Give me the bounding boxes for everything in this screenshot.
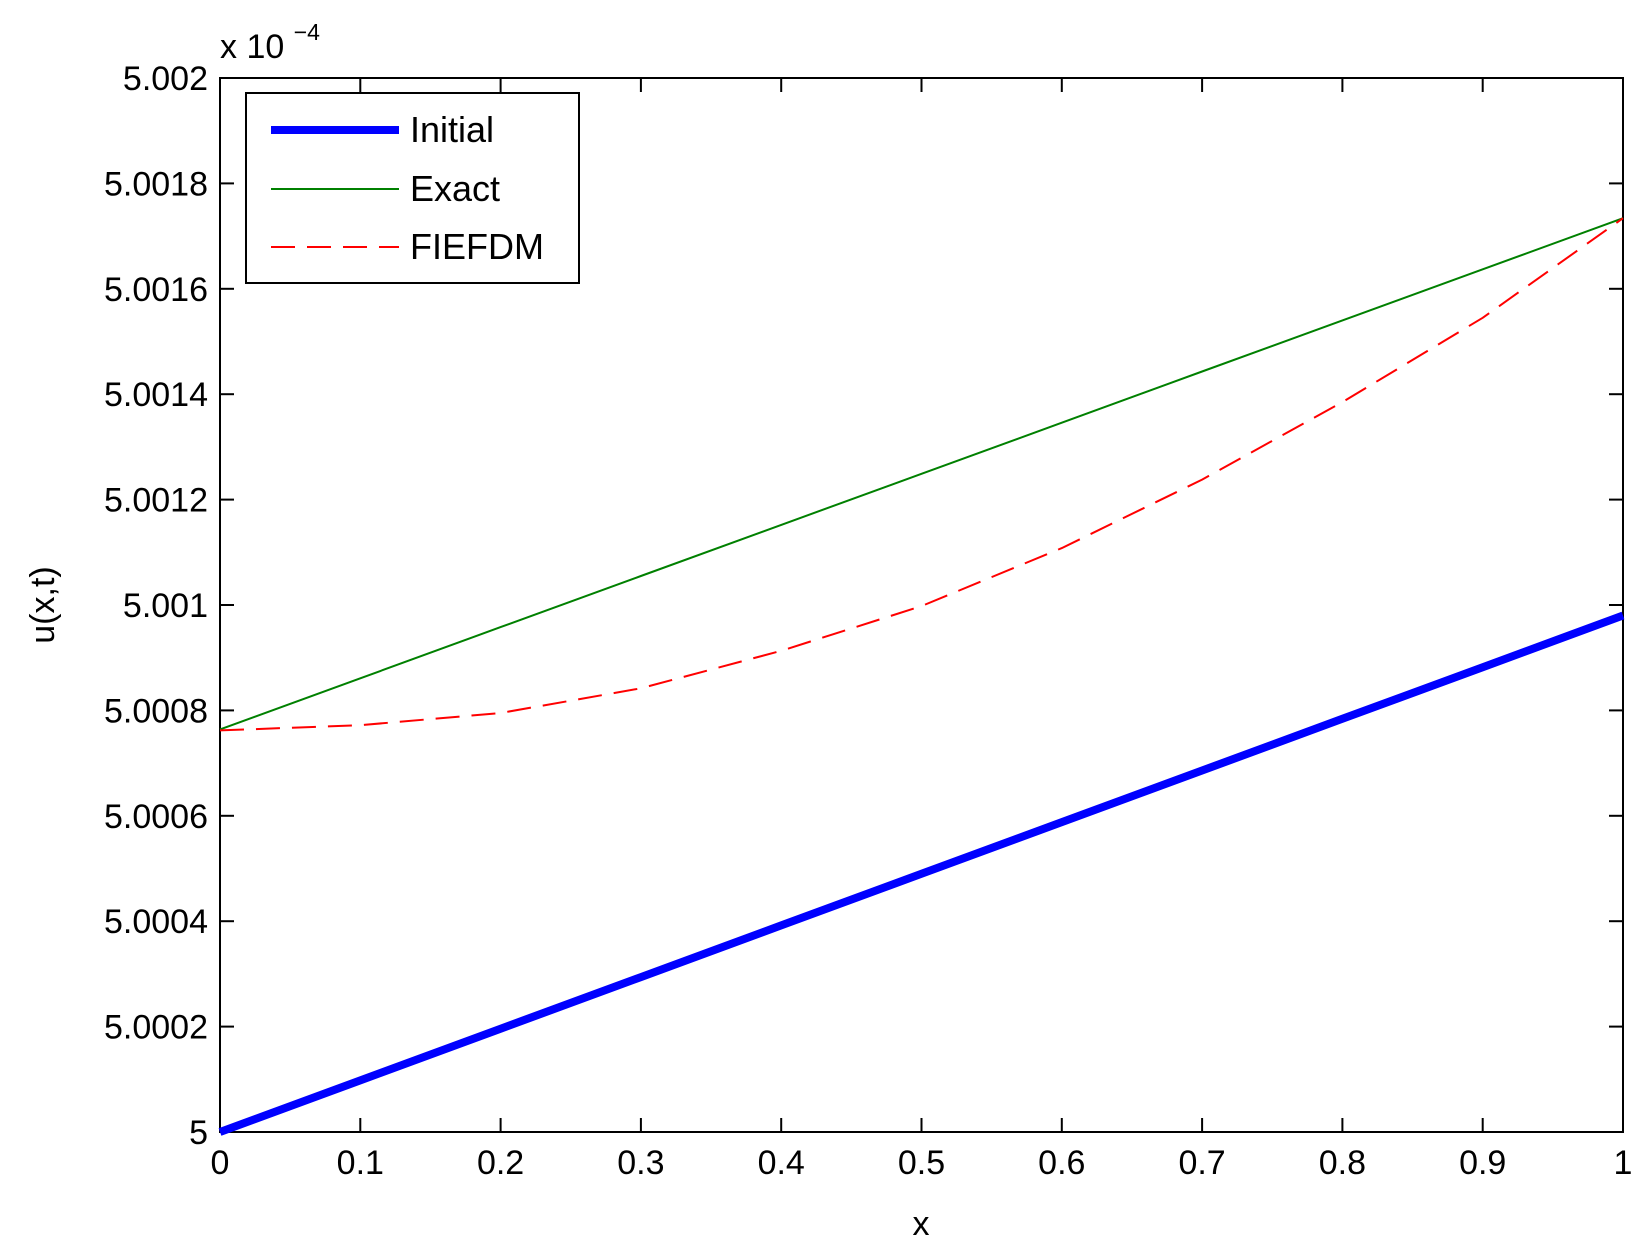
x-tick-label: 0.4 bbox=[758, 1144, 805, 1182]
legend-label-fiefdm: FIEFDM bbox=[410, 226, 544, 267]
x-tick-label: 0.2 bbox=[477, 1144, 524, 1182]
y-multiplier: x 10 −4 bbox=[220, 19, 320, 66]
x-tick-label: 0.6 bbox=[1038, 1144, 1085, 1182]
series-line-fiefdm bbox=[219, 217, 1624, 732]
legend-label-exact: Exact bbox=[410, 168, 500, 209]
x-tick-label: 0.3 bbox=[617, 1144, 664, 1182]
y-tick-label: 5.0004 bbox=[104, 903, 208, 941]
y-tick-label: 5.0012 bbox=[104, 482, 208, 520]
x-tick-label: 0 bbox=[211, 1144, 230, 1182]
y-multiplier-exponent: −4 bbox=[294, 19, 320, 45]
y-tick-label: 5.0002 bbox=[104, 1009, 208, 1047]
y-tick-label: 5.0014 bbox=[104, 376, 208, 414]
y-tick-label: 5 bbox=[189, 1114, 208, 1152]
y-tick-label: 5.001 bbox=[123, 587, 208, 625]
ticks bbox=[219, 77, 1624, 1133]
y-tick-label: 5.0006 bbox=[104, 798, 208, 836]
x-tick-label: 0.5 bbox=[898, 1144, 945, 1182]
x-tick-label: 0.9 bbox=[1459, 1144, 1506, 1182]
y-tick-label: 5.0018 bbox=[104, 165, 208, 203]
x-tick-label: 0.7 bbox=[1178, 1144, 1225, 1182]
series-line-initial bbox=[218, 611, 1625, 1136]
y-tick-label: 5.0008 bbox=[104, 692, 208, 730]
y-tick-label: 5.002 bbox=[123, 60, 208, 98]
series-layer bbox=[218, 217, 1625, 1136]
x-tick-label: 1 bbox=[1614, 1144, 1633, 1182]
legend: Initial Exact FIEFDM bbox=[245, 92, 580, 284]
y-multiplier-prefix: x 10 bbox=[220, 28, 284, 66]
legend-label-initial: Initial bbox=[410, 109, 494, 150]
tick-labels: 0 0.1 0.2 0.3 0.4 0.5 0.6 0.7 0.8 0.9 1 5 5.0002 5.00… bbox=[104, 60, 1632, 1182]
y-axis-label: u(x,t) bbox=[24, 566, 62, 643]
y-tick-label: 5.0016 bbox=[104, 271, 208, 309]
x-tick-label: 0.1 bbox=[337, 1144, 384, 1182]
series-line-exact bbox=[219, 217, 1624, 731]
x-axis-label: x bbox=[913, 1205, 930, 1243]
x-tick-label: 0.8 bbox=[1319, 1144, 1366, 1182]
